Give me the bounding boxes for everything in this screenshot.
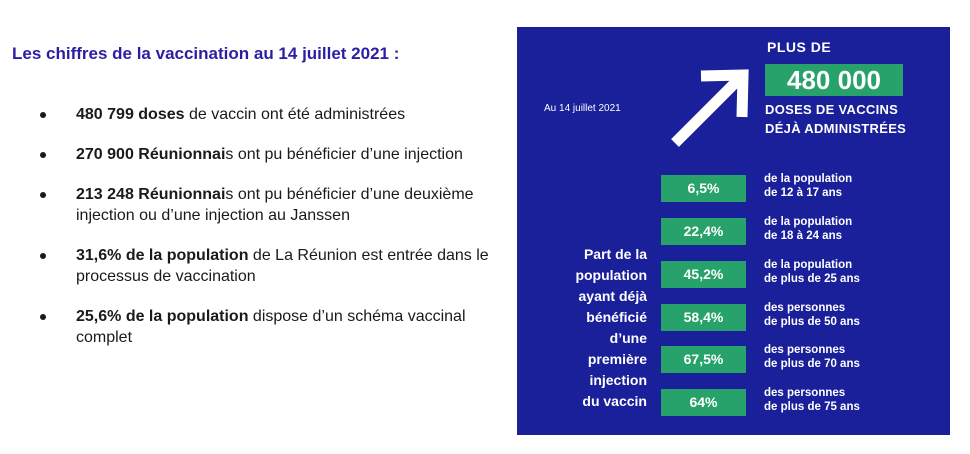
- bullet-icon: [40, 152, 46, 158]
- plus-de-label: PLUS DE: [767, 39, 832, 55]
- stat-desc-line2: de plus de 70 ans: [764, 358, 860, 370]
- list-item-text: de vaccin ont été administrées: [184, 106, 406, 123]
- part-label-line: du vaccin: [582, 393, 647, 409]
- stat-desc-line1: de la population: [764, 173, 853, 185]
- list-item: 213 248 Réunionnais ont pu bénéficier d’…: [0, 184, 505, 226]
- total-doses-value: 480 000: [765, 64, 903, 96]
- stat-description: de la population de 12 à 17 ans: [764, 172, 944, 200]
- part-label-line: première: [587, 351, 647, 367]
- list-item: 31,6% de la population de La Réunion est…: [0, 245, 505, 287]
- stat-desc-line1: de la population: [764, 259, 853, 271]
- part-population-label: Part de la population ayant déjà bénéfic…: [547, 244, 647, 412]
- list-item-bold: 31,6% de la population: [76, 247, 249, 264]
- stat-percentage: 64%: [661, 389, 746, 416]
- part-label-line: bénéficié: [586, 309, 647, 325]
- stat-percentage: 6,5%: [661, 175, 746, 202]
- stat-desc-line1: de la population: [764, 216, 853, 228]
- stat-desc-line2: de plus de 50 ans: [764, 316, 860, 328]
- doses-caption-line2: DÉJÀ ADMINISTRÉES: [765, 121, 907, 136]
- stat-desc-line2: de 18 à 24 ans: [764, 230, 842, 242]
- stat-description: des personnes de plus de 70 ans: [764, 343, 944, 371]
- stat-description: de la population de 18 à 24 ans: [764, 215, 944, 243]
- doses-caption-line1: DOSES DE VACCINS: [765, 102, 899, 117]
- list-item-bold: 213 248 Réunionnai: [76, 186, 226, 203]
- stat-row-25-plus: 45,2% de la population de plus de 25 ans: [517, 258, 950, 290]
- list-item: 270 900 Réunionnais ont pu bénéficier d’…: [0, 144, 505, 165]
- list-item-text: s ont pu bénéficier d’une deuxième injec…: [76, 186, 474, 224]
- stat-row-70-plus: 67,5% des personnes de plus de 70 ans: [517, 343, 950, 375]
- list-item-bold: 480 799 doses: [76, 106, 185, 123]
- stat-description: des personnes de plus de 75 ans: [764, 386, 944, 414]
- arrow-up-right-icon: [671, 69, 749, 147]
- part-label-line: population: [575, 267, 647, 283]
- vaccination-infographic: Au 14 juillet 2021 PLUS DE 480 000 DOSES…: [517, 27, 950, 435]
- stat-description: des personnes de plus de 50 ans: [764, 301, 944, 329]
- stat-percentage: 45,2%: [661, 261, 746, 288]
- stat-row-50-plus: 58,4% des personnes de plus de 50 ans: [517, 301, 950, 333]
- bullet-icon: [40, 253, 46, 259]
- bullet-icon: [40, 112, 46, 118]
- stat-desc-line2: de plus de 75 ans: [764, 401, 860, 413]
- list-item-bold: 270 900 Réunionnai: [76, 146, 226, 163]
- part-label-line: ayant déjà: [578, 288, 647, 304]
- part-label-line: injection: [589, 372, 647, 388]
- bullet-icon: [40, 192, 46, 198]
- stat-percentage: 58,4%: [661, 304, 746, 331]
- list-item-text: s ont pu bénéficier d’une injection: [225, 146, 463, 163]
- stat-percentage: 67,5%: [661, 346, 746, 373]
- stat-desc-line1: des personnes: [764, 302, 846, 314]
- stat-desc-line1: des personnes: [764, 387, 846, 399]
- part-label-line: d’une: [609, 330, 647, 346]
- stat-desc-line2: de plus de 25 ans: [764, 273, 860, 285]
- infographic-date: Au 14 juillet 2021: [544, 103, 621, 114]
- page-title: Les chiffres de la vaccination au 14 jui…: [12, 44, 400, 63]
- stat-row-12-17: 6,5% de la population de 12 à 17 ans: [517, 172, 950, 204]
- list-item-bold: 25,6% de la population: [76, 308, 249, 325]
- stat-row-18-24: 22,4% de la population de 18 à 24 ans: [517, 215, 950, 247]
- stat-desc-line2: de 12 à 17 ans: [764, 187, 842, 199]
- list-item-text: de La Réunion est entrée dans le process…: [76, 247, 489, 285]
- list-item-text: dispose d’un schéma vaccinal complet: [76, 308, 466, 346]
- part-label-line: Part de la: [583, 246, 647, 262]
- stat-percentage: 22,4%: [661, 218, 746, 245]
- stat-row-75-plus: 64% des personnes de plus de 75 ans: [517, 386, 950, 418]
- key-figures-list: 480 799 doses de vaccin ont été administ…: [0, 104, 505, 367]
- list-item: 480 799 doses de vaccin ont été administ…: [0, 104, 505, 125]
- stat-desc-line1: des personnes: [764, 344, 846, 356]
- bullet-icon: [40, 314, 46, 320]
- stat-description: de la population de plus de 25 ans: [764, 258, 944, 286]
- list-item: 25,6% de la population dispose d’un sché…: [0, 306, 505, 348]
